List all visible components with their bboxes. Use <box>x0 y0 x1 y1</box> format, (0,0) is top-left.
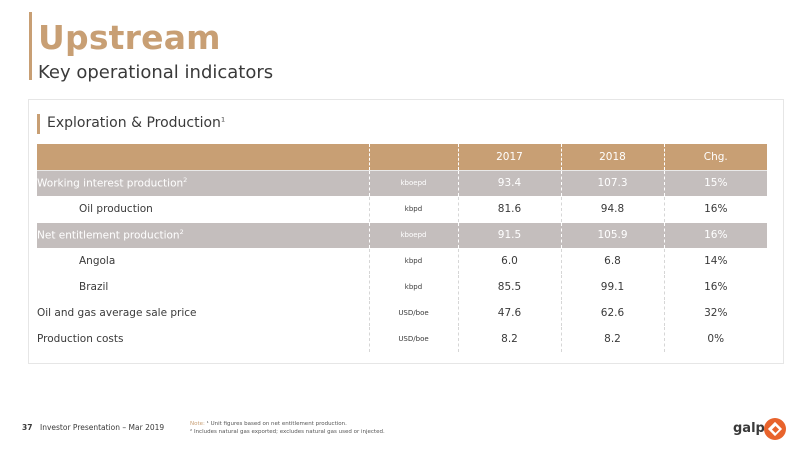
page-number: 37 <box>22 423 33 432</box>
row-change: 32% <box>663 299 767 327</box>
row-label-text: Angola <box>79 255 116 267</box>
row-unit: kbpd <box>368 273 458 301</box>
row-value-2017: 91.5 <box>457 221 561 249</box>
row-unit: kbpd <box>368 195 458 223</box>
row-value-2017: 85.5 <box>457 273 561 301</box>
section-accent-bar <box>37 114 40 134</box>
table-row: Production costs USD/boe 8.2 8.2 0% <box>37 325 767 353</box>
header-cell-chg: Chg. <box>663 144 767 170</box>
footer-text: Investor Presentation – Mar 2019 <box>40 423 165 432</box>
table-row: Oil production kbpd 81.6 94.8 16% <box>37 195 767 223</box>
row-value-2017: 47.6 <box>457 299 561 327</box>
row-label: Angola <box>37 247 369 275</box>
logo-text: galp <box>733 421 765 436</box>
row-unit: USD/boe <box>368 325 458 353</box>
row-unit: USD/boe <box>368 299 458 327</box>
row-label-sup: 2 <box>179 228 184 237</box>
row-label: Working interest production2 <box>37 169 369 197</box>
header-cell-label <box>37 144 369 170</box>
row-value-2018: 94.8 <box>560 195 664 223</box>
note-label: Note: <box>190 421 205 427</box>
row-value-2017: 8.2 <box>457 325 561 353</box>
title-accent-bar <box>29 12 32 80</box>
header-cell-unit <box>368 144 458 170</box>
row-label: Oil and gas average sale price <box>37 299 369 327</box>
row-label: Oil production <box>37 195 369 223</box>
row-change: 16% <box>663 273 767 301</box>
table-row: Net entitlement production2 kboepd 91.5 105… <box>37 221 767 249</box>
table-header-row: 2017 2018 Chg. <box>37 144 767 170</box>
row-unit: kbpd <box>368 247 458 275</box>
row-value-2018: 8.2 <box>560 325 664 353</box>
row-label-sup: 2 <box>183 176 188 185</box>
row-change: 16% <box>663 195 767 223</box>
row-label-text: Brazil <box>79 281 109 293</box>
row-label: Net entitlement production2 <box>37 221 369 249</box>
note-line-2: ² Includes natural gas exported; exclude… <box>190 429 385 435</box>
row-change: 0% <box>663 325 767 353</box>
section-title-sup: 1 <box>220 115 226 124</box>
row-value-2018: 105.9 <box>560 221 664 249</box>
footnote: Note: ¹ Unit figures based on net entitl… <box>190 420 385 436</box>
section-title: Exploration & Production1 <box>47 115 225 131</box>
row-unit: kboepd <box>368 169 458 197</box>
logo-mark-icon <box>764 418 786 440</box>
header-cell-2017: 2017 <box>457 144 561 170</box>
header-cell-2018: 2018 <box>560 144 664 170</box>
row-label-text: Oil production <box>79 203 153 215</box>
note-line-1: ¹ Unit figures based on net entitlement … <box>206 421 347 427</box>
row-label: Production costs <box>37 325 369 353</box>
row-change: 16% <box>663 221 767 249</box>
page-title: Upstream <box>38 18 221 57</box>
row-label-text: Net entitlement production <box>37 229 180 242</box>
row-label-text: Production costs <box>37 333 124 345</box>
section-title-text: Exploration & Production <box>47 115 221 131</box>
table-row: Working interest production2 kboepd 93.4 10… <box>37 169 767 197</box>
kpi-table: 2017 2018 Chg. Working interest producti… <box>37 144 767 353</box>
table-row: Brazil kbpd 85.5 99.1 16% <box>37 273 767 301</box>
row-label-text: Working interest production <box>37 177 184 190</box>
row-value-2018: 99.1 <box>560 273 664 301</box>
row-unit: kboepd <box>368 221 458 249</box>
row-label-text: Oil and gas average sale price <box>37 307 197 319</box>
page-subtitle: Key operational indicators <box>38 62 274 83</box>
row-value-2018: 62.6 <box>560 299 664 327</box>
row-change: 14% <box>663 247 767 275</box>
row-value-2017: 81.6 <box>457 195 561 223</box>
row-value-2018: 6.8 <box>560 247 664 275</box>
row-value-2018: 107.3 <box>560 169 664 197</box>
row-change: 15% <box>663 169 767 197</box>
row-value-2017: 6.0 <box>457 247 561 275</box>
table-row: Oil and gas average sale price USD/boe 47.… <box>37 299 767 327</box>
row-label: Brazil <box>37 273 369 301</box>
table-row: Angola kbpd 6.0 6.8 14% <box>37 247 767 275</box>
row-value-2017: 93.4 <box>457 169 561 197</box>
galp-logo: galp <box>733 418 787 442</box>
